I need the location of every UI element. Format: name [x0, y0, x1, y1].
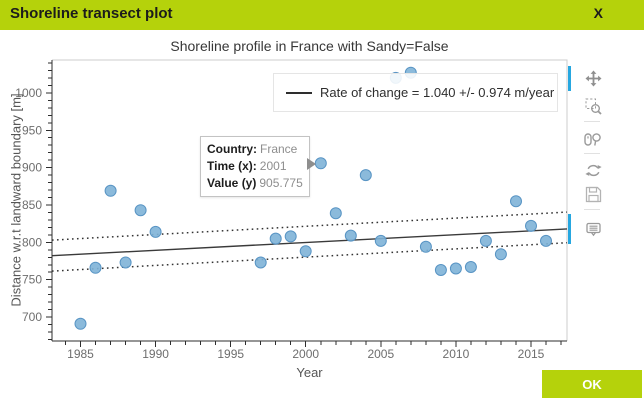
wheel-zoom-tool-button[interactable] [581, 126, 605, 150]
save-icon [585, 186, 602, 203]
data-point[interactable] [494, 248, 507, 261]
tooltip-time-label: Time (x): [207, 159, 257, 173]
legend-label: Rate of change = 1.040 +/- 0.974 m/year [320, 85, 555, 100]
legend-line-sample-icon [286, 91, 312, 94]
x-tick-label: 2010 [443, 347, 470, 361]
y-tick-label: 850 [22, 198, 42, 212]
titlebar[interactable]: Shoreline transect plot X [0, 0, 644, 30]
hover-tool-button[interactable] [581, 217, 605, 241]
y-tick-label: 950 [22, 123, 42, 137]
y-tick-label: 800 [22, 235, 42, 249]
data-point[interactable] [419, 240, 432, 253]
data-point[interactable] [329, 207, 342, 220]
move-icon [585, 70, 602, 87]
tooltip-row: Time (x): 2001 [207, 158, 303, 175]
chart-title: Shoreline profile in France with Sandy=F… [170, 38, 449, 54]
data-point[interactable] [464, 261, 477, 273]
tooltip-row: Value (y) 905.775 [207, 175, 303, 192]
tooltip-country-value: France [260, 142, 298, 156]
trend-line [51, 228, 568, 257]
data-point[interactable] [479, 234, 492, 247]
data-point[interactable] [540, 234, 552, 247]
x-tick-label: 2015 [518, 347, 545, 361]
hover-tooltip: Country: France Time (x): 2001 Value (y) 90… [200, 136, 310, 197]
pan-active-indicator [568, 66, 571, 91]
x-axis-title: Year [296, 365, 323, 380]
y-tick-label: 750 [22, 273, 42, 287]
reset-tool-button[interactable] [581, 158, 605, 182]
data-point[interactable] [149, 225, 162, 238]
confidence-band-upper [51, 211, 568, 241]
data-point[interactable] [269, 232, 282, 245]
data-point[interactable] [119, 256, 132, 269]
tooltip-country-label: Country: [207, 142, 257, 156]
window-title: Shoreline transect plot [10, 5, 173, 22]
pan-tool-button[interactable] [581, 66, 605, 90]
tooltip-row: Country: France [207, 141, 303, 158]
x-tick-label: 2000 [292, 347, 319, 361]
hover-active-indicator [568, 214, 571, 244]
data-point[interactable] [284, 230, 297, 243]
toolbar-divider [584, 121, 600, 122]
data-point[interactable] [299, 245, 312, 258]
x-tick-label: 1985 [67, 347, 94, 361]
legend: Rate of change = 1.040 +/- 0.974 m/year [273, 73, 558, 112]
tooltip-time-value: 2001 [259, 159, 287, 173]
y-tick-label: 1000 [15, 86, 42, 100]
reset-icon [584, 162, 602, 179]
wheel-zoom-icon [584, 130, 602, 147]
save-tool-button[interactable] [581, 182, 605, 206]
data-point[interactable] [74, 317, 87, 330]
data-point[interactable] [434, 264, 447, 276]
y-tick-label: 900 [22, 161, 42, 175]
data-point[interactable] [344, 229, 357, 242]
data-point[interactable] [104, 184, 117, 197]
x-tick-label: 2005 [367, 347, 394, 361]
toolbar-divider [584, 209, 600, 210]
data-point[interactable] [314, 157, 327, 170]
data-point[interactable] [359, 169, 372, 182]
close-button[interactable]: X [593, 5, 603, 21]
tooltip-value-label: Value (y) [207, 176, 257, 190]
plot-outline [52, 59, 568, 341]
y-axis-title: Distance w.r.t landward boundary [m] [8, 93, 24, 307]
data-point[interactable] [374, 234, 387, 247]
tooltip-value-value: 905.775 [259, 176, 303, 190]
box-zoom-tool-button[interactable] [581, 94, 605, 118]
data-point[interactable] [134, 204, 147, 217]
x-tick-label: 1995 [217, 347, 244, 361]
hover-icon [585, 221, 602, 238]
data-point[interactable] [254, 256, 267, 269]
y-tick-label: 700 [22, 310, 42, 324]
tooltip-arrow-icon [307, 158, 316, 170]
confidence-band-lower [51, 241, 568, 272]
toolbar-divider [584, 153, 600, 154]
x-tick-label: 1990 [142, 347, 169, 361]
data-point[interactable] [525, 219, 537, 232]
data-point[interactable] [449, 262, 462, 275]
data-point[interactable] [89, 261, 102, 274]
data-point[interactable] [510, 195, 522, 208]
ok-button[interactable]: OK [542, 370, 642, 398]
box-zoom-icon [585, 98, 602, 115]
